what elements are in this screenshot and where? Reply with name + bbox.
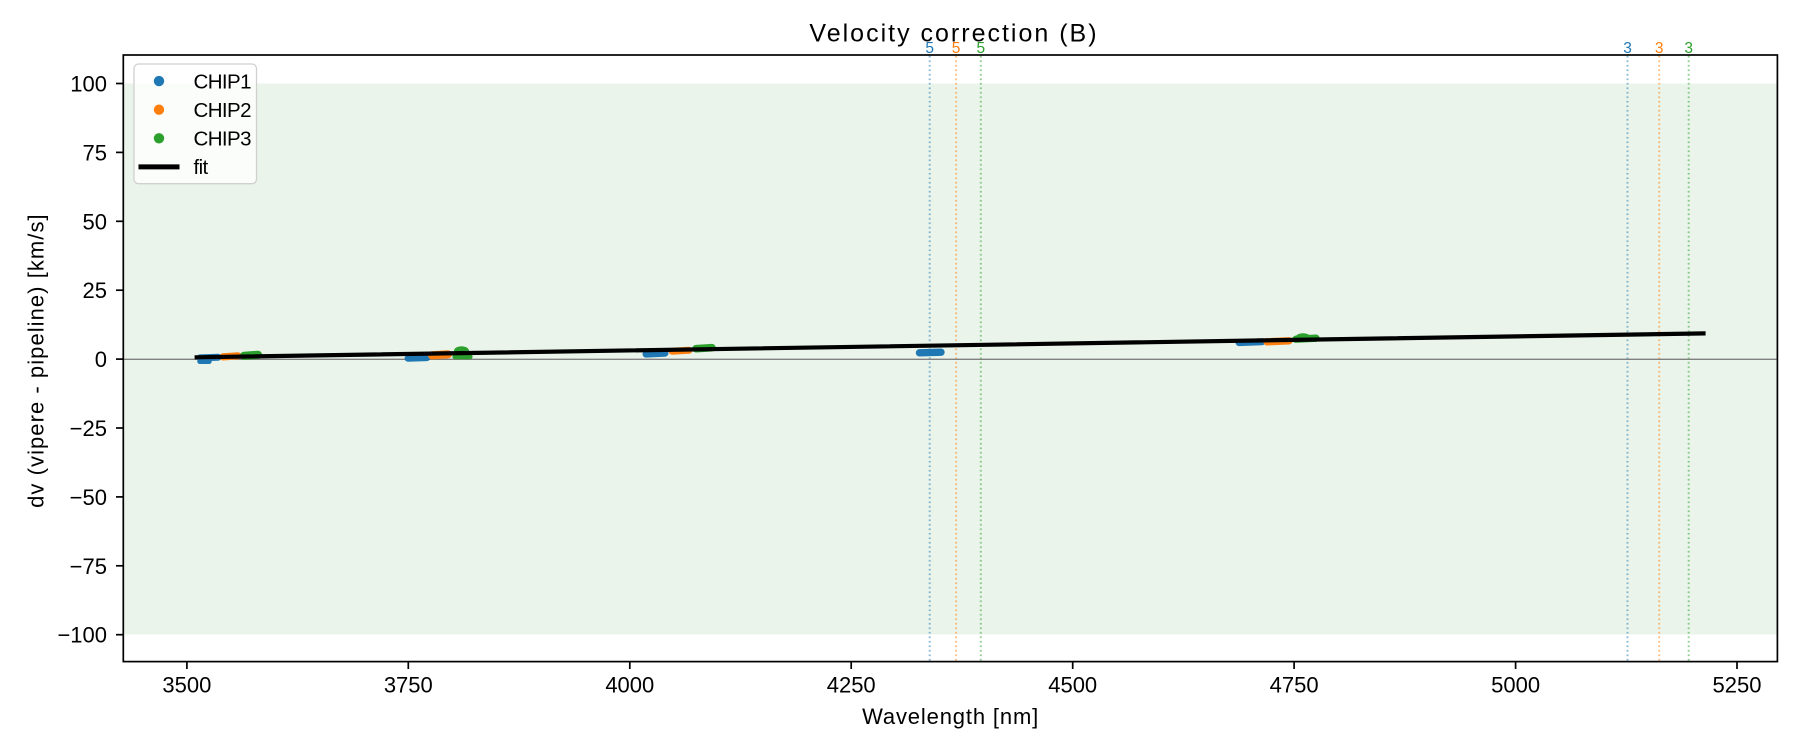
svg-text:3750: 3750 bbox=[384, 673, 433, 698]
svg-text:3: 3 bbox=[1623, 40, 1632, 57]
svg-text:5: 5 bbox=[925, 40, 934, 57]
svg-text:75: 75 bbox=[83, 140, 107, 165]
svg-text:CHIP2: CHIP2 bbox=[194, 99, 252, 122]
svg-text:CHIP3: CHIP3 bbox=[194, 128, 252, 151]
svg-text:5: 5 bbox=[952, 40, 961, 57]
svg-text:Wavelength [nm]: Wavelength [nm] bbox=[862, 704, 1039, 729]
svg-text:4000: 4000 bbox=[605, 673, 654, 698]
svg-text:4750: 4750 bbox=[1270, 673, 1319, 698]
svg-text:Velocity correction (B): Velocity correction (B) bbox=[809, 20, 1098, 48]
svg-text:CHIP1: CHIP1 bbox=[194, 70, 252, 93]
svg-text:4500: 4500 bbox=[1048, 673, 1097, 698]
svg-text:5250: 5250 bbox=[1713, 673, 1762, 698]
svg-text:−100: −100 bbox=[57, 623, 107, 648]
svg-text:−50: −50 bbox=[70, 485, 107, 510]
svg-text:3500: 3500 bbox=[162, 673, 211, 698]
svg-text:50: 50 bbox=[83, 209, 107, 234]
svg-text:5000: 5000 bbox=[1491, 673, 1540, 698]
svg-text:4250: 4250 bbox=[827, 673, 876, 698]
svg-text:−75: −75 bbox=[70, 554, 107, 579]
svg-text:dv (vipere - pipeline) [km/s]: dv (vipere - pipeline) [km/s] bbox=[24, 213, 49, 508]
svg-text:3: 3 bbox=[1655, 40, 1664, 57]
svg-text:25: 25 bbox=[83, 278, 107, 303]
svg-text:3: 3 bbox=[1684, 40, 1693, 57]
svg-text:fit: fit bbox=[194, 156, 209, 179]
svg-text:100: 100 bbox=[70, 72, 107, 97]
svg-text:−25: −25 bbox=[70, 416, 107, 441]
svg-text:0: 0 bbox=[95, 347, 107, 372]
svg-text:5: 5 bbox=[976, 40, 985, 57]
